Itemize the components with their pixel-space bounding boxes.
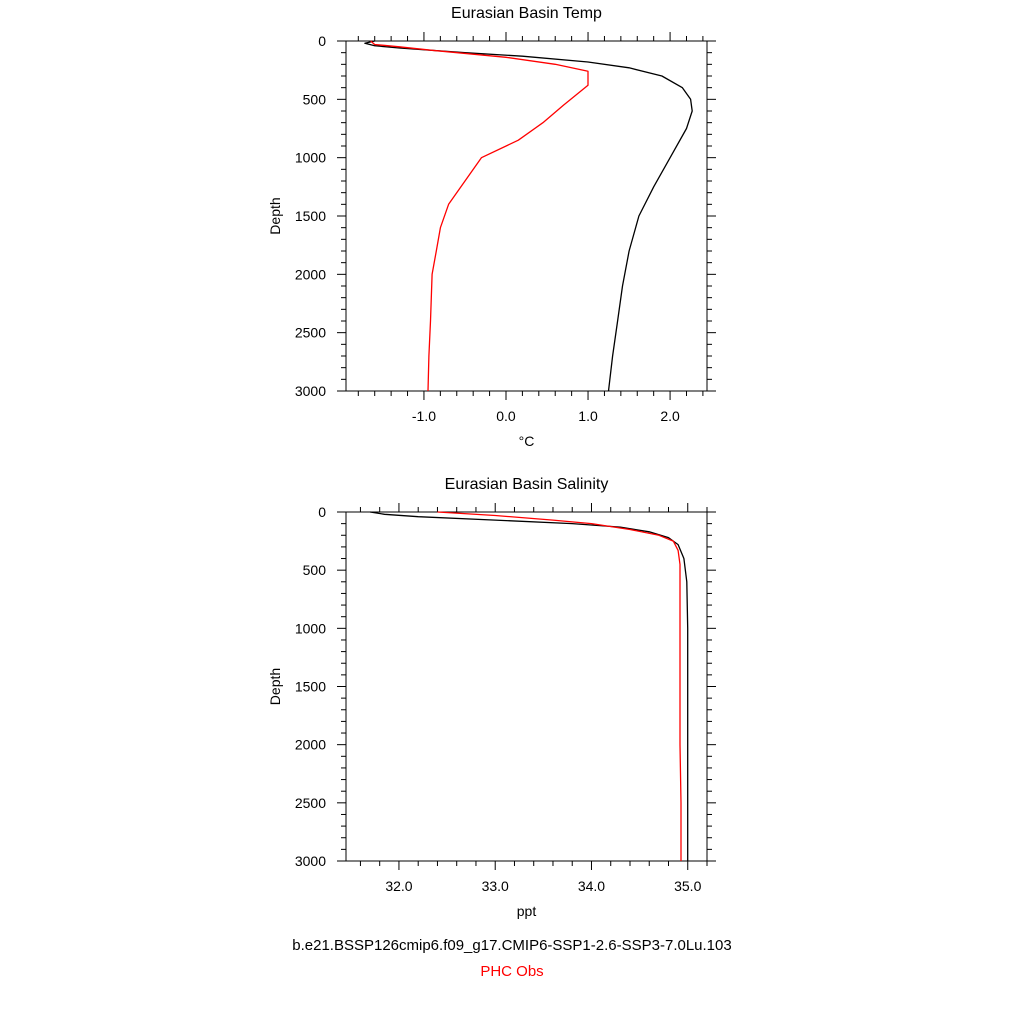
y-tick-label: 1000 [295,150,326,166]
model-series-line [364,40,693,392]
legend-obs-label: PHC Obs [480,963,544,980]
y-tick-label: 2000 [295,737,326,753]
x-tick-label: 33.0 [482,878,509,894]
obs-series-line [370,40,589,392]
x-tick-label: 2.0 [660,408,680,424]
model-series-line [369,511,689,861]
y-axis-label: Depth [267,197,283,234]
x-tick-label: 32.0 [385,878,412,894]
x-tick-label: 34.0 [578,878,605,894]
x-tick-label: -1.0 [412,408,436,424]
plot-frame [345,40,708,392]
y-tick-label: 1500 [295,679,326,695]
y-tick-label: 1000 [295,620,326,636]
y-tick-label: 2000 [295,266,326,282]
y-tick-label: 500 [303,562,327,578]
y-tick-label: 1500 [295,208,326,224]
y-tick-label: 500 [303,91,327,107]
y-axis-label: Depth [267,668,283,705]
y-tick-label: 2500 [295,325,326,341]
y-tick-label: 3000 [295,853,326,869]
x-axis-label: °C [519,433,535,449]
chart-title: Eurasian Basin Salinity [445,476,609,493]
x-tick-label: 1.0 [578,408,598,424]
obs-series-line [437,511,682,861]
x-axis-label: ppt [517,903,537,919]
y-tick-label: 3000 [295,383,326,399]
y-tick-label: 0 [318,504,326,520]
temperature-panel: Eurasian Basin Temp 0 500 1000 1500 2000 2500 3… [267,5,716,449]
plot-frame [345,511,708,862]
salinity-panel: Eurasian Basin Salinity 0 500 1000 1500 2000 2… [267,476,716,919]
x-tick-label: 35.0 [674,878,701,894]
y-tick-label: 2500 [295,795,326,811]
x-tick-label: 0.0 [496,408,516,424]
chart-title: Eurasian Basin Temp [451,5,602,22]
y-tick-label: 0 [318,33,326,49]
legend-model-label: b.e21.BSSP126cmip6.f09_g17.CMIP6-SSP1-2.… [292,937,732,954]
